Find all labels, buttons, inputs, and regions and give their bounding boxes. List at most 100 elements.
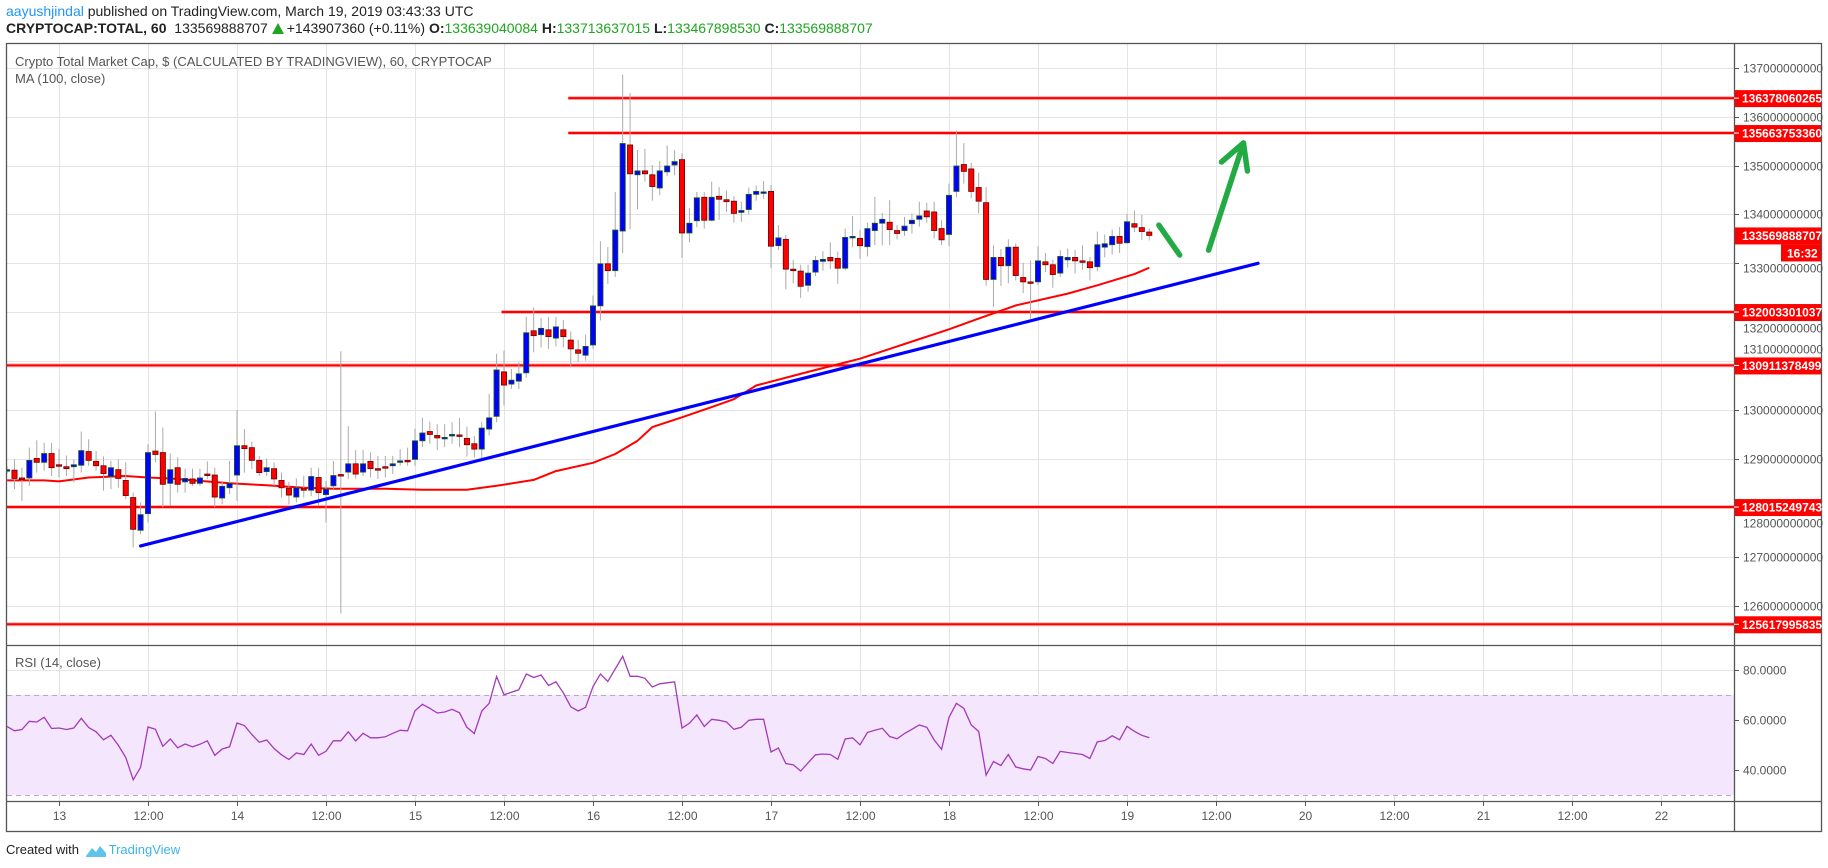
candle-body bbox=[107, 467, 114, 477]
candle bbox=[204, 461, 211, 479]
candle-body bbox=[486, 417, 493, 430]
candle-body bbox=[48, 453, 55, 469]
time-label: 21 bbox=[1477, 809, 1491, 823]
candle-body bbox=[723, 199, 730, 203]
candle-body bbox=[983, 202, 990, 280]
candle-body bbox=[590, 305, 597, 346]
rsi-band-fill bbox=[7, 695, 1734, 795]
candle-body bbox=[278, 480, 285, 489]
candle-body bbox=[538, 327, 545, 336]
candle bbox=[582, 334, 589, 361]
candle bbox=[864, 222, 871, 257]
candle-body bbox=[671, 161, 678, 166]
candle-body bbox=[871, 222, 878, 231]
candle-body bbox=[308, 476, 315, 491]
candle bbox=[130, 492, 137, 548]
drawings[interactable] bbox=[138, 140, 1260, 548]
candle-body bbox=[1109, 236, 1116, 246]
candle bbox=[760, 181, 767, 199]
candle bbox=[671, 149, 678, 176]
candle-body bbox=[1020, 277, 1027, 283]
candle bbox=[122, 462, 129, 499]
candle bbox=[337, 351, 344, 614]
candle bbox=[241, 429, 248, 473]
chart-title: Crypto Total Market Cap, $ (CALCULATED B… bbox=[15, 54, 492, 69]
tradingview-link[interactable]: TradingView bbox=[108, 842, 181, 857]
candle bbox=[411, 428, 418, 466]
candle bbox=[857, 230, 864, 259]
candle-body bbox=[975, 187, 982, 202]
candle bbox=[426, 421, 433, 444]
candle-body bbox=[946, 194, 953, 235]
candle-body bbox=[1086, 261, 1093, 269]
candle-body bbox=[167, 469, 174, 484]
candle bbox=[879, 212, 886, 246]
candle-body bbox=[508, 379, 515, 385]
candle-body bbox=[641, 170, 648, 175]
candle-body bbox=[849, 236, 856, 239]
candle bbox=[115, 459, 122, 488]
time-label: 17 bbox=[765, 809, 779, 823]
candle-body bbox=[730, 200, 737, 214]
candle bbox=[1049, 259, 1056, 288]
candle bbox=[953, 130, 960, 198]
candle-body bbox=[122, 480, 129, 496]
candle-body bbox=[575, 349, 582, 354]
candle bbox=[404, 447, 411, 466]
author-link[interactable]: aayushjindal bbox=[6, 3, 84, 19]
candle-body bbox=[382, 466, 389, 469]
candle-body bbox=[1116, 236, 1123, 244]
time-label: 12:00 bbox=[845, 809, 875, 823]
candle-body bbox=[753, 191, 760, 195]
candle bbox=[85, 439, 92, 466]
candle-body bbox=[226, 482, 233, 489]
candle bbox=[819, 251, 826, 271]
candle-body bbox=[679, 159, 686, 234]
candle bbox=[330, 460, 337, 490]
arrow-shaft bbox=[1205, 140, 1247, 253]
candle bbox=[538, 318, 545, 348]
price-axis-label: 131000000000 bbox=[1743, 343, 1823, 357]
candle bbox=[990, 245, 997, 307]
candle bbox=[552, 317, 559, 347]
candle bbox=[486, 393, 493, 436]
price-axis-label: 137000000000 bbox=[1743, 62, 1823, 76]
candle-body bbox=[530, 330, 537, 337]
time-label: 12:00 bbox=[1201, 809, 1231, 823]
candle bbox=[641, 148, 648, 182]
candle-body bbox=[701, 196, 708, 221]
candle bbox=[723, 190, 730, 212]
candle-body bbox=[567, 339, 574, 350]
candle bbox=[508, 368, 515, 389]
candle-body bbox=[1072, 257, 1079, 262]
green-arrow bbox=[1205, 140, 1251, 253]
candle-body bbox=[1094, 244, 1101, 268]
level-price-label: 125617995835 bbox=[1742, 618, 1822, 632]
candle-body bbox=[1131, 223, 1138, 228]
candle-body bbox=[908, 219, 915, 225]
candle-body bbox=[1064, 257, 1071, 261]
candle-body bbox=[411, 440, 418, 460]
candle bbox=[137, 502, 144, 535]
candle-body bbox=[842, 236, 849, 269]
candle bbox=[567, 331, 574, 368]
candle bbox=[219, 480, 226, 505]
candle bbox=[1079, 245, 1086, 270]
candle-body bbox=[93, 460, 100, 467]
candle bbox=[11, 459, 18, 490]
candle-body bbox=[374, 468, 381, 471]
rsi-polyline bbox=[7, 654, 1150, 782]
candle bbox=[916, 201, 923, 227]
candle-body bbox=[819, 258, 826, 262]
candle-body bbox=[152, 450, 159, 455]
countdown-bg bbox=[1781, 244, 1821, 262]
candle-body bbox=[894, 230, 901, 234]
ohlc-close: C:133569888707 bbox=[764, 20, 872, 36]
candle-body bbox=[315, 477, 322, 494]
candle-body bbox=[337, 474, 344, 477]
candle bbox=[1072, 250, 1079, 274]
candle bbox=[871, 196, 878, 246]
price-axis-label: 132000000000 bbox=[1743, 322, 1823, 336]
price-axis-label: 130000000000 bbox=[1743, 404, 1823, 418]
